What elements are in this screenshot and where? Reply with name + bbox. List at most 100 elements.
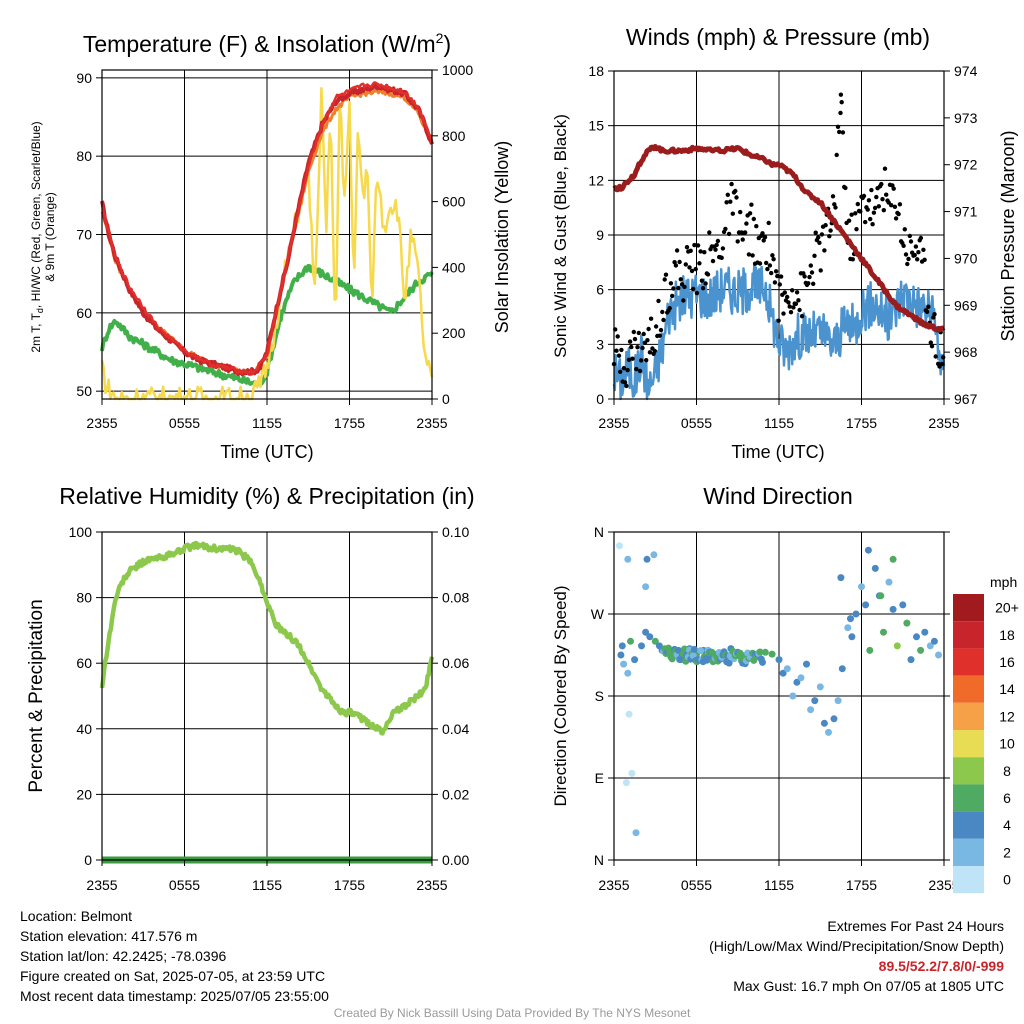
gust-point: [726, 231, 732, 237]
gust-point: [823, 223, 828, 228]
humidity-xtick-label: 1755: [334, 877, 365, 893]
humidity-ytick-label: 60: [76, 655, 92, 671]
direction-point: [703, 656, 711, 664]
gust-point: [812, 253, 817, 258]
gust-point: [634, 366, 639, 372]
gust-point: [703, 281, 708, 286]
gust-point: [840, 130, 846, 135]
direction-point: [627, 637, 634, 645]
gust-point: [751, 216, 756, 222]
gust-point: [866, 198, 872, 203]
humidity-ytick-label: 40: [76, 721, 92, 737]
legend-label: 10: [999, 736, 1015, 752]
temperature-xtick-label: 2355: [86, 415, 117, 431]
gust-point: [787, 304, 792, 309]
gust-point: [775, 273, 780, 279]
gust-point: [766, 220, 771, 226]
gust-point: [901, 243, 906, 248]
legend-swatch: [953, 648, 984, 676]
direction-point: [885, 578, 893, 586]
direction-point: [935, 651, 942, 659]
gust-point: [674, 248, 680, 253]
gust-point: [631, 329, 636, 335]
direction-point: [899, 601, 907, 609]
gust-point: [806, 281, 811, 286]
direction-point: [903, 619, 911, 627]
gust-point: [618, 369, 623, 374]
winds-ytick-label: 0: [596, 391, 604, 407]
legend-swatch: [953, 702, 984, 730]
gust-point: [802, 274, 807, 279]
winds-ytick-label: 15: [588, 118, 604, 134]
temperature-xtick-label: 2355: [416, 415, 447, 431]
temperature-ylabel-left: 2m T, Td, HI/WC (Red, Green, Scarlet/Blu…: [29, 121, 45, 352]
winds-series-station-pressure: [612, 144, 946, 333]
direction-point: [864, 546, 872, 554]
gust-point: [614, 348, 619, 353]
direction-xtick-label: 1755: [846, 877, 877, 893]
gust-point: [646, 326, 651, 332]
humidity-ytick-label: 100: [69, 524, 93, 540]
direction-point: [620, 660, 628, 668]
direction-ytick-label: W: [591, 606, 605, 622]
winds-panel: Winds (mph) & Pressure (mb) 0 3 6 9 12 15 18 96…: [551, 24, 1018, 462]
gust-point: [750, 253, 755, 258]
gust-point: [644, 358, 649, 363]
gust-point: [884, 192, 889, 197]
gust-point: [906, 256, 911, 262]
direction-xtick-label: 2355: [928, 877, 959, 893]
temperature-series-hi-wc: [100, 81, 434, 376]
gust-point: [697, 261, 702, 266]
gust-point: [699, 278, 705, 283]
temperature-series-2m-td: [100, 264, 434, 387]
direction-panel: Wind Direction N E S W N 2355 0555 1155 1755 2355…: [551, 483, 1019, 894]
gust-point: [678, 277, 683, 282]
gust-point: [827, 234, 832, 239]
gust-point: [921, 247, 926, 252]
gust-point: [818, 268, 823, 273]
direction-ylabel-left: Direction (Colored By Speed): [551, 585, 570, 806]
gust-point: [838, 92, 844, 97]
direction-point: [930, 637, 938, 645]
temperature-ytick-label: 80: [76, 148, 92, 164]
direction-point: [889, 605, 897, 613]
direction-point: [651, 637, 659, 645]
gust-point: [882, 166, 888, 171]
direction-point: [646, 633, 654, 641]
direction-ytick-label: S: [595, 688, 604, 704]
gust-point: [811, 281, 816, 286]
winds-xtick-label: 2355: [598, 415, 629, 431]
gust-point: [747, 211, 753, 216]
gust-point: [855, 201, 860, 207]
gust-point: [892, 204, 898, 209]
gust-point: [791, 305, 796, 310]
gust-point: [837, 129, 842, 135]
humidity-xtick-label: 2355: [86, 877, 117, 893]
gust-point: [870, 222, 875, 227]
gust-point: [929, 344, 935, 349]
winds-xtick-label: 1755: [846, 415, 877, 431]
gust-point: [625, 367, 630, 373]
legend-label: 0: [1003, 872, 1011, 888]
gust-point: [688, 248, 693, 253]
direction-point: [838, 665, 846, 673]
winds-xtick-label: 2355: [928, 415, 959, 431]
gust-point: [749, 202, 754, 207]
gust-point: [740, 237, 745, 242]
extremes-heading: Extremes For Past 24 Hours: [827, 918, 1004, 934]
gust-point: [629, 344, 634, 350]
gust-point: [797, 307, 802, 313]
extremes-values: 89.5/52.2/7.8/0/-999: [878, 958, 1004, 974]
gust-point: [728, 199, 733, 204]
gust-point: [693, 266, 698, 272]
temperature-ytick-label: 50: [76, 383, 92, 399]
precip-y2tick-label: 0.08: [442, 590, 469, 606]
gust-point: [621, 366, 627, 371]
pressure-y2tick-label: 967: [954, 391, 978, 407]
gust-point: [619, 347, 624, 353]
gust-point: [702, 250, 707, 255]
gust-point: [657, 333, 662, 338]
gust-point: [926, 304, 931, 309]
gust-point: [933, 354, 938, 359]
direction-point: [789, 692, 797, 700]
